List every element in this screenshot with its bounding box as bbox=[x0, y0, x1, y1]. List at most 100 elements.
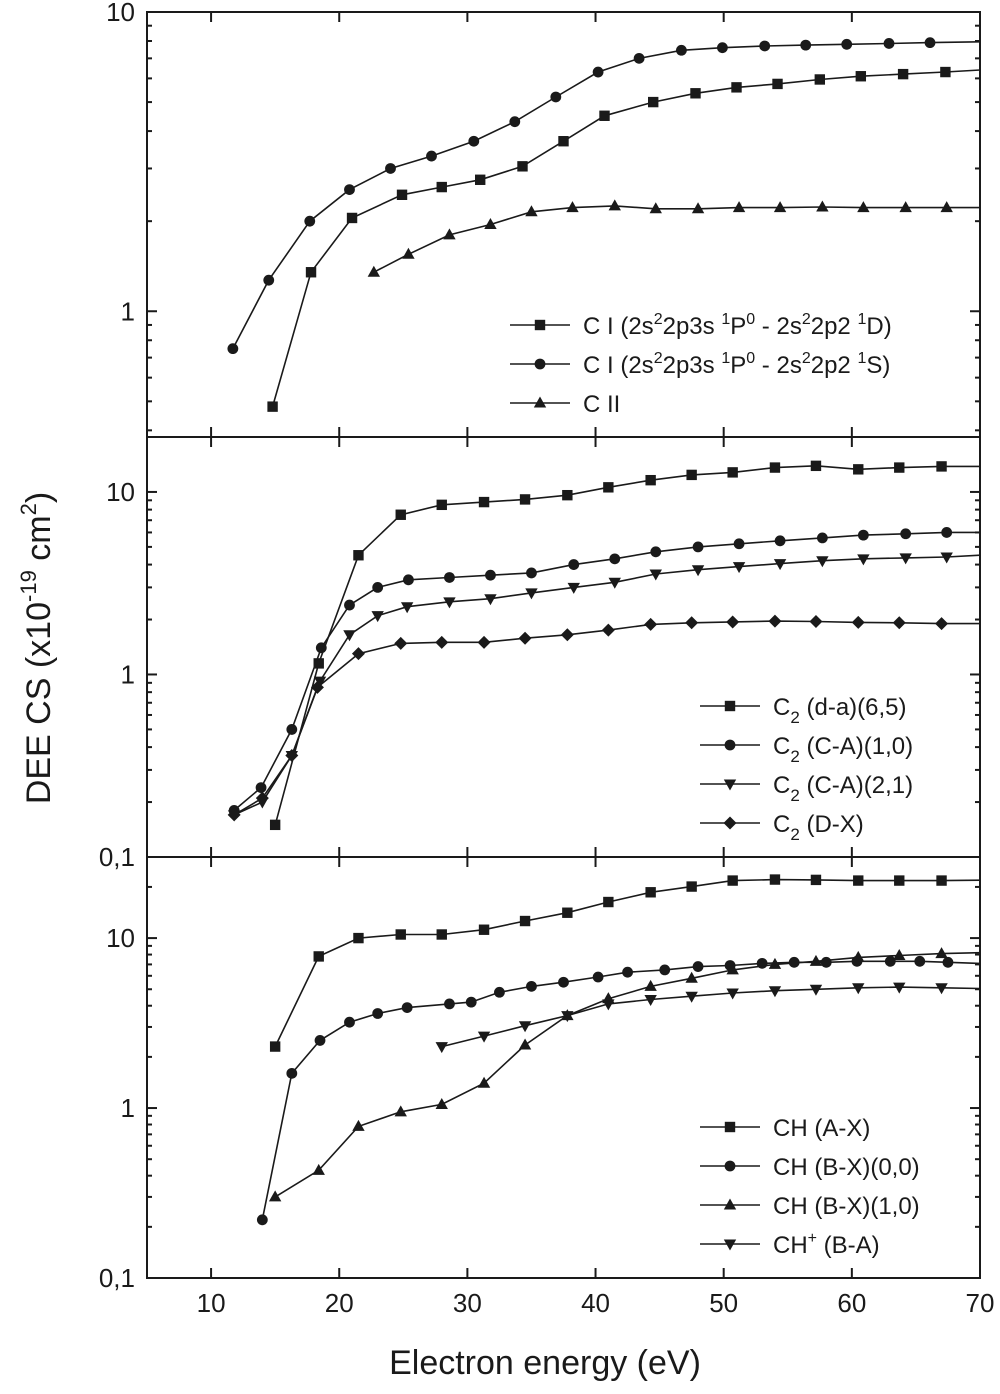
data-point bbox=[935, 617, 949, 631]
data-point bbox=[717, 42, 728, 54]
series bbox=[268, 947, 981, 1202]
data-point bbox=[560, 628, 574, 642]
data-point bbox=[314, 1035, 326, 1046]
data-point bbox=[255, 782, 267, 794]
data-point bbox=[367, 265, 381, 277]
legend-text-part: CH (B-X)(0,0) bbox=[773, 1154, 920, 1181]
legend-entry: C2 (d-a)(6,5) bbox=[700, 694, 907, 727]
legend-marker bbox=[723, 1239, 737, 1251]
data-point bbox=[385, 163, 396, 174]
data-point bbox=[650, 546, 662, 558]
y-axis-title-main: DEE CS (x10 bbox=[20, 602, 58, 804]
legend-entry: CH (B-X)(0,0) bbox=[700, 1154, 920, 1181]
data-point bbox=[426, 150, 437, 162]
data-point bbox=[727, 467, 738, 478]
data-point bbox=[941, 527, 953, 538]
data-point bbox=[940, 66, 951, 78]
legend-sup: 2 bbox=[654, 311, 663, 328]
legend-text-part: C I (2s bbox=[583, 313, 654, 340]
data-point bbox=[286, 724, 298, 735]
data-point bbox=[395, 509, 406, 520]
legend-label: C I (2s22p3s 1P0 - 2s22p2 1D) bbox=[583, 311, 892, 340]
data-point bbox=[525, 205, 538, 217]
data-point bbox=[759, 40, 771, 52]
data-point bbox=[285, 748, 299, 762]
data-point bbox=[468, 135, 480, 147]
data-point bbox=[267, 401, 278, 412]
legend-sup: 2 bbox=[802, 311, 811, 328]
data-point bbox=[732, 562, 746, 574]
x-tick-label: 10 bbox=[197, 1288, 226, 1318]
data-point bbox=[940, 552, 953, 564]
data-point bbox=[814, 74, 826, 85]
data-point bbox=[558, 976, 569, 988]
data-point bbox=[269, 1041, 281, 1052]
legend-text-part: (B-A) bbox=[817, 1232, 880, 1259]
data-point bbox=[940, 201, 953, 213]
data-point bbox=[477, 635, 491, 649]
data-point bbox=[353, 932, 364, 944]
data-point bbox=[924, 37, 936, 49]
data-point bbox=[351, 647, 365, 661]
legend-marker bbox=[534, 358, 546, 370]
data-point bbox=[313, 658, 324, 669]
data-point bbox=[816, 556, 829, 568]
series bbox=[228, 527, 980, 816]
data-point bbox=[727, 875, 738, 886]
legend-text-part: C bbox=[773, 811, 790, 838]
series bbox=[227, 552, 981, 822]
legend-text-part: S) bbox=[866, 352, 890, 379]
data-point bbox=[608, 199, 621, 211]
data-point bbox=[768, 957, 782, 969]
data-point bbox=[484, 594, 497, 606]
data-point bbox=[592, 971, 604, 983]
data-point bbox=[372, 581, 384, 593]
data-point bbox=[566, 201, 579, 213]
data-point bbox=[599, 110, 610, 121]
data-point bbox=[518, 1021, 532, 1033]
data-point bbox=[396, 189, 408, 200]
legend-sup: 2 bbox=[654, 350, 663, 367]
data-point bbox=[731, 82, 742, 93]
data-point bbox=[395, 929, 406, 940]
series bbox=[269, 874, 981, 1052]
legend-text-part: 2p3s bbox=[663, 313, 722, 340]
data-point bbox=[644, 979, 657, 991]
legend-sub: 2 bbox=[790, 747, 799, 766]
data-point bbox=[344, 599, 355, 611]
legend-text-part: (C-A)(2,1) bbox=[800, 772, 913, 799]
data-point bbox=[769, 462, 781, 473]
legend-label: C2 (C-A)(2,1) bbox=[773, 772, 913, 805]
series bbox=[367, 199, 980, 277]
legend-text-part: C bbox=[773, 772, 790, 799]
data-point bbox=[633, 52, 645, 64]
data-point bbox=[484, 217, 497, 229]
data-point bbox=[897, 68, 909, 80]
y-tick-label: 1 bbox=[121, 659, 135, 689]
legend-marker bbox=[723, 816, 737, 830]
data-point bbox=[436, 499, 447, 511]
data-point bbox=[935, 983, 948, 995]
data-point bbox=[403, 574, 414, 586]
data-point bbox=[649, 569, 662, 581]
data-point bbox=[227, 343, 239, 355]
data-point bbox=[485, 569, 496, 581]
y-tick-label: 10 bbox=[106, 923, 135, 953]
y-tick-label: 0,1 bbox=[99, 1263, 135, 1293]
data-point bbox=[518, 1038, 532, 1050]
legend-label: CH (A-X) bbox=[773, 1115, 870, 1142]
legend-marker bbox=[723, 779, 737, 791]
x-tick-label: 30 bbox=[453, 1288, 482, 1318]
data-point bbox=[685, 971, 698, 983]
series-line bbox=[261, 960, 981, 1220]
data-point bbox=[691, 565, 705, 577]
legend-entry: CH+ (B-A) bbox=[700, 1230, 880, 1259]
data-point bbox=[477, 1076, 491, 1088]
series-line bbox=[232, 41, 981, 349]
data-point bbox=[603, 896, 614, 908]
data-point bbox=[435, 635, 449, 649]
data-point bbox=[690, 88, 701, 99]
data-point bbox=[810, 874, 822, 886]
data-point bbox=[444, 998, 455, 1010]
